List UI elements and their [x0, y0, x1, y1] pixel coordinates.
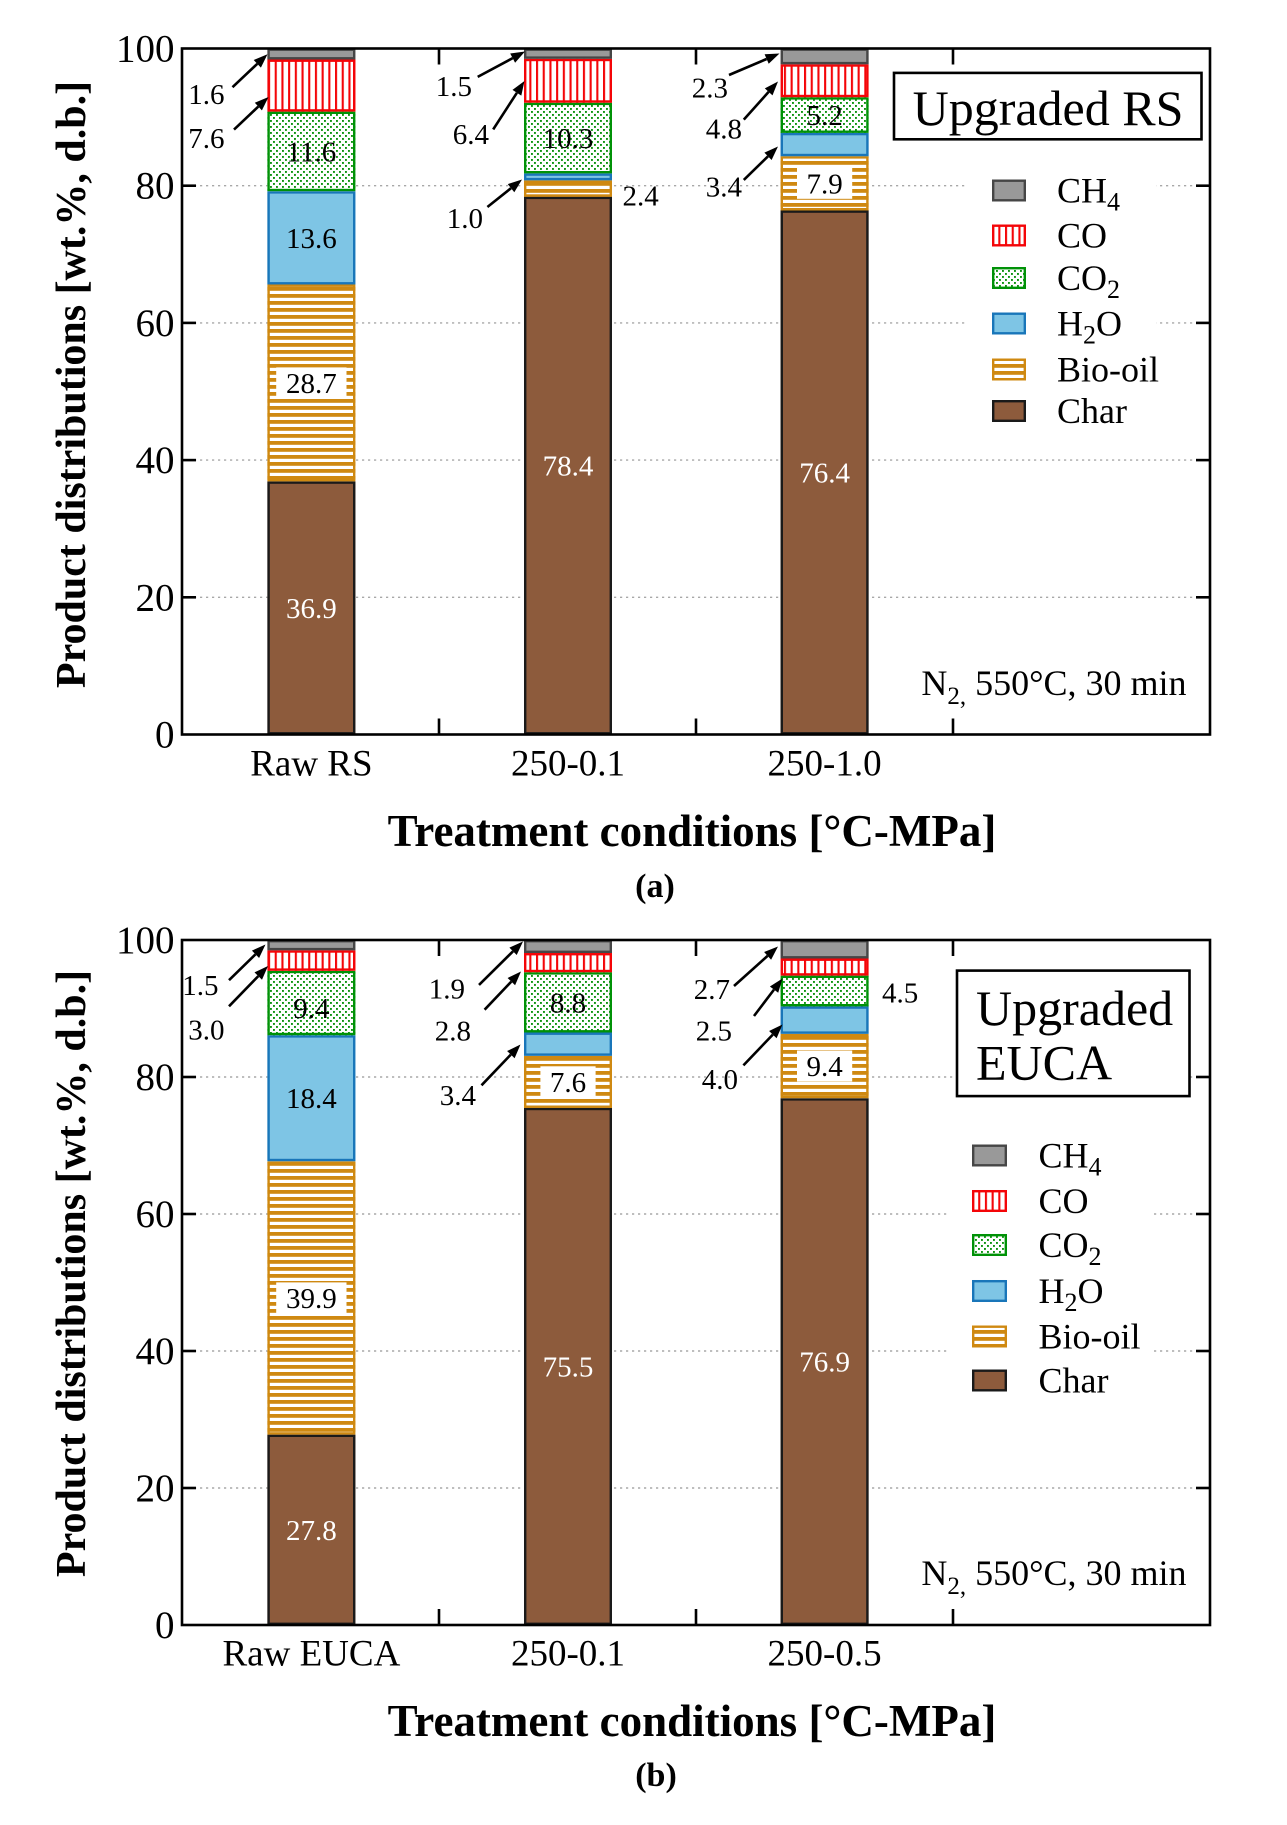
svg-text:Char: Char [1057, 391, 1127, 431]
svg-text:27.8: 27.8 [286, 1515, 337, 1547]
svg-text:39.9: 39.9 [286, 1283, 337, 1315]
svg-text:80: 80 [136, 165, 175, 208]
svg-text:Upgraded RS: Upgraded RS [913, 80, 1184, 136]
svg-text:250-0.1: 250-0.1 [511, 1634, 625, 1675]
svg-text:2.3: 2.3 [692, 73, 728, 105]
svg-text:Bio-oil: Bio-oil [1039, 1317, 1141, 1357]
svg-text:Bio-oil: Bio-oil [1057, 350, 1159, 390]
svg-text:9.4: 9.4 [293, 993, 330, 1025]
svg-text:40: 40 [136, 1330, 175, 1373]
svg-text:Upgraded: Upgraded [976, 980, 1173, 1036]
svg-text:N2, 550°C, 30 min: N2, 550°C, 30 min [921, 1553, 1186, 1600]
svg-text:80: 80 [136, 1056, 175, 1099]
svg-text:Char: Char [1039, 1361, 1109, 1401]
svg-text:11.6: 11.6 [287, 136, 337, 168]
svg-text:5.2: 5.2 [806, 100, 842, 132]
svg-text:7.6: 7.6 [550, 1067, 586, 1099]
svg-text:4.0: 4.0 [702, 1064, 738, 1096]
svg-text:20: 20 [136, 1467, 175, 1510]
svg-text:CO: CO [1039, 1181, 1089, 1221]
svg-text:6.4: 6.4 [453, 119, 490, 151]
svg-text:28.7: 28.7 [286, 368, 337, 400]
svg-text:1.5: 1.5 [182, 970, 218, 1002]
svg-text:CO: CO [1057, 216, 1107, 256]
svg-text:7.9: 7.9 [806, 168, 842, 200]
svg-text:8.8: 8.8 [550, 987, 586, 1019]
svg-text:10.3: 10.3 [543, 123, 594, 155]
svg-text:2.5: 2.5 [696, 1015, 732, 1047]
svg-text:250-0.5: 250-0.5 [768, 1634, 882, 1675]
svg-text:9.4: 9.4 [806, 1051, 843, 1083]
svg-text:2.7: 2.7 [694, 974, 730, 1006]
svg-text:100: 100 [116, 28, 175, 71]
svg-text:60: 60 [136, 302, 175, 345]
svg-text:1.9: 1.9 [429, 974, 465, 1006]
svg-text:1.6: 1.6 [188, 79, 224, 111]
svg-text:Raw RS: Raw RS [250, 744, 372, 785]
svg-text:4.5: 4.5 [882, 978, 918, 1010]
svg-text:2.8: 2.8 [435, 1016, 471, 1048]
svg-text:0: 0 [155, 714, 175, 757]
svg-text:(b): (b) [635, 1757, 677, 1794]
svg-text:250-1.0: 250-1.0 [768, 744, 882, 785]
svg-text:Product distributions [wt.%, d: Product distributions [wt.%, d.b.] [49, 81, 95, 688]
svg-text:1.5: 1.5 [436, 71, 472, 103]
svg-text:7.6: 7.6 [188, 123, 224, 155]
svg-text:3.4: 3.4 [440, 1080, 477, 1112]
svg-text:76.4: 76.4 [799, 457, 850, 489]
svg-text:Raw EUCA: Raw EUCA [223, 1634, 401, 1675]
svg-text:20: 20 [136, 576, 175, 619]
svg-text:Product distributions [wt.%, d: Product distributions [wt.%, d.b.] [49, 970, 95, 1577]
svg-text:CO2: CO2 [1039, 1225, 1102, 1271]
svg-text:60: 60 [136, 1193, 175, 1236]
svg-text:76.9: 76.9 [799, 1347, 850, 1379]
svg-text:100: 100 [116, 919, 175, 962]
svg-text:40: 40 [136, 439, 175, 482]
svg-text:3.0: 3.0 [188, 1015, 224, 1047]
svg-text:78.4: 78.4 [543, 451, 594, 483]
svg-text:36.9: 36.9 [286, 593, 337, 625]
svg-text:75.5: 75.5 [543, 1351, 594, 1383]
svg-text:EUCA: EUCA [976, 1034, 1112, 1090]
svg-text:1.0: 1.0 [447, 203, 483, 235]
svg-text:3.4: 3.4 [706, 172, 743, 204]
svg-text:Treatment conditions [°C-MPa]: Treatment conditions [°C-MPa] [388, 806, 997, 856]
svg-text:N2, 550°C, 30 min: N2, 550°C, 30 min [921, 663, 1186, 710]
svg-text:(a): (a) [635, 868, 675, 905]
svg-text:0: 0 [155, 1604, 175, 1647]
svg-text:250-0.1: 250-0.1 [511, 744, 625, 785]
svg-text:Treatment conditions [°C-MPa]: Treatment conditions [°C-MPa] [388, 1696, 997, 1746]
svg-text:4.8: 4.8 [706, 113, 742, 145]
svg-text:18.4: 18.4 [286, 1083, 337, 1115]
svg-text:2.4: 2.4 [623, 181, 660, 213]
svg-text:13.6: 13.6 [286, 223, 337, 255]
